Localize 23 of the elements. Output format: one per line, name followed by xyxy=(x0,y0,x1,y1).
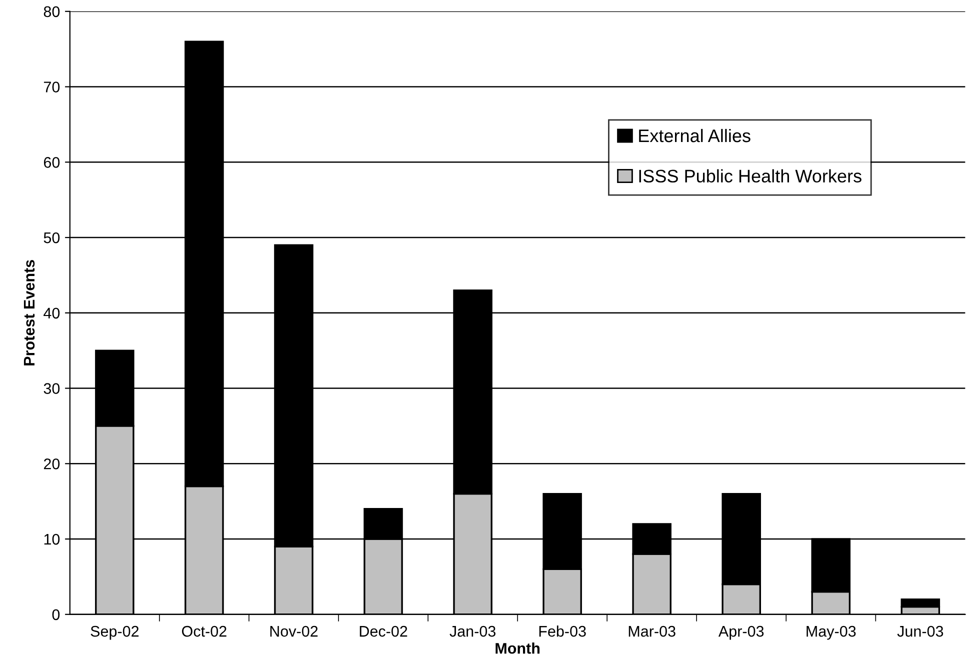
y-tick-label: 40 xyxy=(44,308,60,319)
x-tick-label: May-03 xyxy=(806,626,856,640)
x-tick-label: Feb-03 xyxy=(539,626,586,637)
legend-label: ISSS Public Health Workers xyxy=(639,169,862,183)
x-tick-label: Nov-02 xyxy=(270,626,318,637)
x-tick-label: Sep-02 xyxy=(90,626,139,640)
x-tick-label: Jun-03 xyxy=(897,626,944,637)
y-tick-label: 70 xyxy=(44,82,60,92)
y-tick-label: 0 xyxy=(52,609,60,620)
x-tick-label: Jan-03 xyxy=(450,626,496,637)
legend-label: External Allies xyxy=(639,128,750,142)
x-tick-label: Oct-02 xyxy=(182,626,226,637)
y-tick-label: 50 xyxy=(44,232,60,244)
y-tick-label: 20 xyxy=(44,458,60,470)
x-tick-label: Dec-02 xyxy=(360,626,408,637)
y-tick-label: 80 xyxy=(44,6,60,18)
y-tick-label: 60 xyxy=(44,157,60,168)
y-tick-label: 30 xyxy=(44,383,60,394)
y-axis-title: Protest Events xyxy=(24,260,35,366)
y-tick-label: 10 xyxy=(44,534,60,545)
x-tick-label: Apr-03 xyxy=(718,626,764,640)
x-tick-label: Mar-03 xyxy=(628,626,676,637)
x-axis-title: Month xyxy=(496,642,540,654)
